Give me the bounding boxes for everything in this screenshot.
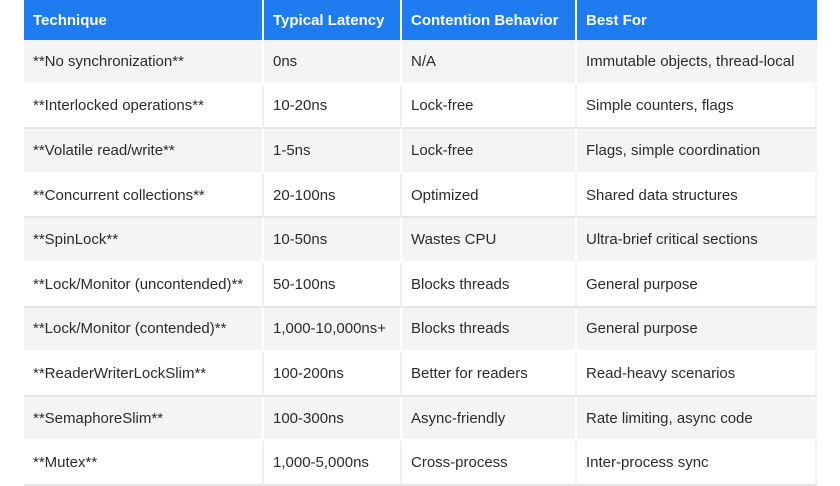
technique-cell: **SpinLock**: [24, 218, 264, 263]
header-best-for: Best For: [577, 0, 817, 40]
latency-cell: 1-5ns: [264, 129, 402, 174]
best-for-cell: Ultra-brief critical sections: [577, 218, 817, 263]
best-for-cell: Inter-process sync: [577, 441, 817, 486]
best-for-cell: Read-heavy scenarios: [577, 352, 817, 397]
table-row: **No synchronization** 0ns N/A Immutable ob…: [24, 40, 817, 85]
latency-cell: 10-20ns: [264, 84, 402, 130]
technique-cell: **ReaderWriterLockSlim**: [24, 352, 264, 397]
contention-cell: Lock-free: [402, 84, 577, 130]
latency-cell: 1,000-10,000ns+: [264, 307, 402, 353]
contention-cell: Blocks threads: [402, 262, 577, 308]
table-row: **Interlocked operations** 10-20ns Lock-fr…: [24, 84, 817, 130]
latency-cell: 100-300ns: [264, 396, 402, 442]
table-row: **Lock/Monitor (contended)** 1,000-10,000…: [24, 307, 817, 353]
table-row: **ReaderWriterLockSlim** 100-200ns Better …: [24, 352, 817, 397]
table-row: **Mutex** 1,000-5,000ns Cross-process Inter…: [24, 441, 817, 486]
contention-cell: N/A: [402, 40, 577, 85]
table-row: **Concurrent collections** 20-100ns Optimi…: [24, 173, 817, 219]
latency-cell: 50-100ns: [264, 262, 402, 308]
best-for-cell: Rate limiting, async code: [577, 396, 817, 442]
best-for-cell: General purpose: [577, 262, 817, 308]
latency-cell: 20-100ns: [264, 173, 402, 219]
technique-cell: **No synchronization**: [24, 40, 264, 85]
table-row: **SpinLock** 10-50ns Wastes CPU Ultra-brief…: [24, 218, 817, 263]
table-body: **No synchronization** 0ns N/A Immutable ob…: [24, 40, 817, 486]
contention-cell: Blocks threads: [402, 307, 577, 353]
technique-cell: **Interlocked operations**: [24, 84, 264, 130]
header-typical-latency: Typical Latency: [264, 0, 402, 40]
best-for-cell: Shared data structures: [577, 173, 817, 219]
table-row: **Volatile read/write** 1-5ns Lock-free Fla…: [24, 129, 817, 174]
technique-cell: **SemaphoreSlim**: [24, 396, 264, 442]
technique-cell: **Lock/Monitor (contended)**: [24, 307, 264, 353]
best-for-cell: General purpose: [577, 307, 817, 353]
contention-cell: Optimized: [402, 173, 577, 219]
header-row: Technique Typical Latency Contention Beh…: [24, 0, 817, 40]
table-row: **SemaphoreSlim** 100-300ns Async-friendly…: [24, 396, 817, 442]
contention-cell: Wastes CPU: [402, 218, 577, 263]
contention-cell: Lock-free: [402, 129, 577, 174]
contention-cell: Cross-process: [402, 441, 577, 486]
header-contention-behavior: Contention Behavior: [402, 0, 577, 40]
comparison-table-container: Technique Typical Latency Contention Beh…: [24, 0, 817, 486]
technique-cell: **Concurrent collections**: [24, 173, 264, 219]
header-technique: Technique: [24, 0, 264, 40]
technique-cell: **Mutex**: [24, 441, 264, 486]
latency-cell: 100-200ns: [264, 352, 402, 397]
best-for-cell: Immutable objects, thread-local: [577, 40, 817, 85]
table-row: **Lock/Monitor (uncontended)** 50-100ns Bl…: [24, 262, 817, 308]
technique-cell: **Lock/Monitor (uncontended)**: [24, 262, 264, 308]
latency-cell: 0ns: [264, 40, 402, 85]
contention-cell: Better for readers: [402, 352, 577, 397]
latency-cell: 1,000-5,000ns: [264, 441, 402, 486]
contention-cell: Async-friendly: [402, 396, 577, 442]
table-header: Technique Typical Latency Contention Beh…: [24, 0, 817, 40]
synchronization-comparison-table: Technique Typical Latency Contention Beh…: [24, 0, 817, 486]
best-for-cell: Simple counters, flags: [577, 84, 817, 130]
best-for-cell: Flags, simple coordination: [577, 129, 817, 174]
technique-cell: **Volatile read/write**: [24, 129, 264, 174]
latency-cell: 10-50ns: [264, 218, 402, 263]
